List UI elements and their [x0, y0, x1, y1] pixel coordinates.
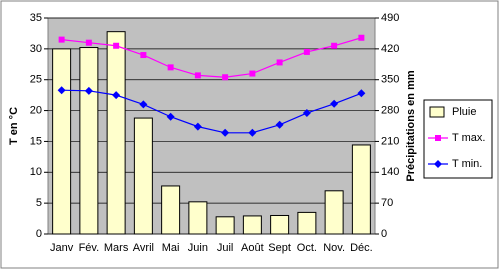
y-tick-label: 35 — [30, 12, 42, 24]
plot-area — [47, 17, 376, 235]
point — [57, 86, 66, 95]
point — [222, 74, 229, 81]
x-tick-label: Mars — [104, 242, 129, 254]
bar — [351, 144, 371, 235]
y-tick-label: 30 — [30, 43, 42, 55]
point — [85, 39, 92, 46]
bar — [270, 214, 290, 235]
x-tick-label: Oct. — [297, 242, 317, 254]
point — [358, 34, 365, 41]
x-tick-label: Nov. — [323, 242, 345, 254]
point — [302, 109, 311, 118]
y-axis-label: T en °C — [8, 107, 20, 145]
bar — [161, 185, 181, 235]
line — [61, 37, 362, 78]
x-tick-label: Avril — [133, 242, 154, 254]
point — [84, 86, 93, 95]
line — [61, 89, 362, 134]
y2-tick-label: 420 — [381, 43, 399, 55]
bar — [324, 190, 344, 235]
point — [166, 112, 175, 121]
x-tick-label: Janv — [50, 242, 74, 254]
point — [221, 128, 230, 137]
point — [275, 120, 284, 129]
point — [140, 52, 147, 59]
x-tick-label: Juin — [188, 242, 208, 254]
point — [139, 100, 148, 109]
x-tick-label: Mai — [162, 242, 180, 254]
point — [276, 59, 283, 66]
bar — [242, 215, 262, 235]
y-tick-label: 0 — [36, 228, 42, 240]
point — [330, 99, 339, 108]
y-tick-label: 15 — [30, 135, 42, 147]
bar — [188, 201, 208, 235]
x-tick-label: Sept — [268, 242, 291, 254]
legend-label: T max. — [452, 132, 485, 144]
y2-tick-label: 490 — [381, 12, 399, 24]
y2-axis-label: Précipitations en mm — [405, 70, 417, 181]
point — [167, 64, 174, 71]
bar — [297, 211, 317, 235]
x-tick-label: Déc. — [350, 242, 373, 254]
point — [113, 42, 120, 49]
legend-swatch — [429, 106, 445, 118]
point — [194, 72, 201, 79]
y2-tick-label: 210 — [381, 135, 399, 147]
legend-label: T min. — [452, 158, 482, 170]
point — [248, 128, 257, 137]
point — [357, 89, 366, 98]
y2-tick-label: 70 — [381, 197, 393, 209]
y2-tick-label: 140 — [381, 166, 399, 178]
y2-tick-label: 350 — [381, 74, 399, 86]
point — [193, 122, 202, 131]
legend-marker — [435, 135, 441, 141]
bar — [215, 216, 235, 235]
point — [249, 70, 256, 77]
y-tick-label: 5 — [36, 197, 42, 209]
legend-label: Pluie — [452, 106, 476, 118]
bar — [133, 117, 153, 235]
y2-tick-label: 280 — [381, 104, 399, 116]
bar — [52, 48, 72, 235]
x-tick-label: Fév. — [79, 242, 100, 254]
point — [303, 48, 310, 55]
point — [112, 91, 121, 100]
y2-tick-label: 0 — [381, 228, 387, 240]
y-tick-label: 20 — [30, 104, 42, 116]
legend-marker — [434, 160, 442, 168]
x-tick-label: Août — [241, 242, 264, 254]
bar — [106, 31, 126, 235]
point — [331, 42, 338, 49]
x-tick-label: Juil — [217, 242, 234, 254]
point — [58, 36, 65, 43]
y-tick-label: 10 — [30, 166, 42, 178]
y-tick-label: 25 — [30, 74, 42, 86]
bar — [79, 47, 99, 235]
